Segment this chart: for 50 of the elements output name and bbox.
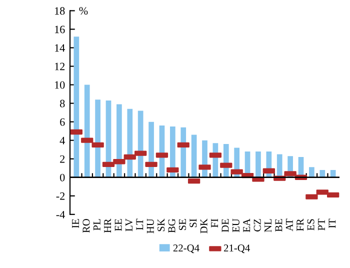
x-tick-label: EE — [114, 219, 122, 231]
y-tick-label: -2 — [56, 192, 65, 200]
x-tick-label: NL — [264, 219, 272, 232]
x-tick-label: RO — [82, 218, 90, 233]
x-tick-label: FI — [211, 218, 218, 228]
x-tick-label: CZ — [254, 219, 261, 232]
x-tick-label: HR — [104, 218, 112, 233]
x-tick-label: IT — [328, 218, 336, 228]
bar — [95, 100, 100, 178]
y-axis-title: % — [79, 7, 88, 15]
x-tick-label: EU — [232, 218, 240, 232]
x-tick-label: PL — [93, 219, 100, 230]
y-tick-label: 2 — [60, 155, 65, 163]
x-tick-label: BE — [275, 219, 282, 232]
x-tick-label: PT — [318, 218, 325, 230]
x-tick-label: EA — [243, 218, 250, 232]
x-tick-label: LT — [136, 218, 144, 230]
legend-label: 21-Q4 — [224, 244, 250, 254]
y-tick-label: -4 — [56, 210, 65, 218]
y-tick-label: 10 — [55, 81, 65, 89]
bar — [309, 167, 314, 178]
y-tick-label: 16 — [55, 26, 65, 34]
y-tick-label: 14 — [55, 44, 65, 52]
x-tick-label: HU — [146, 218, 154, 234]
y-tick-label: 0 — [60, 174, 65, 182]
bar — [127, 108, 133, 178]
x-tick-label: ES — [307, 219, 314, 230]
y-tick-label: 4 — [60, 136, 65, 144]
bar — [84, 84, 90, 178]
y-tick-label: 8 — [60, 100, 65, 108]
x-tick-label: SE — [178, 219, 186, 230]
bar — [256, 151, 261, 178]
bar — [138, 110, 144, 178]
x-tick-label: SI — [190, 218, 197, 228]
x-tick-label: SK — [158, 218, 165, 232]
x-tick-label: BG — [168, 218, 176, 233]
y-tick-label: 6 — [60, 118, 65, 126]
bar — [276, 154, 282, 178]
x-tick-label: FR — [296, 218, 304, 232]
bar — [74, 36, 80, 178]
legend-label: 22-Q4 — [173, 244, 200, 254]
x-tick-label: DE — [222, 219, 229, 232]
x-tick-label: DK — [200, 218, 208, 234]
y-tick-label: 18 — [55, 7, 65, 15]
bar — [191, 134, 197, 178]
x-tick-label: AT — [286, 218, 293, 232]
x-tick-label: IE — [72, 219, 79, 228]
y-tick-label: 12 — [55, 62, 65, 70]
x-tick-label: LV — [126, 218, 133, 232]
bar — [116, 104, 122, 178]
